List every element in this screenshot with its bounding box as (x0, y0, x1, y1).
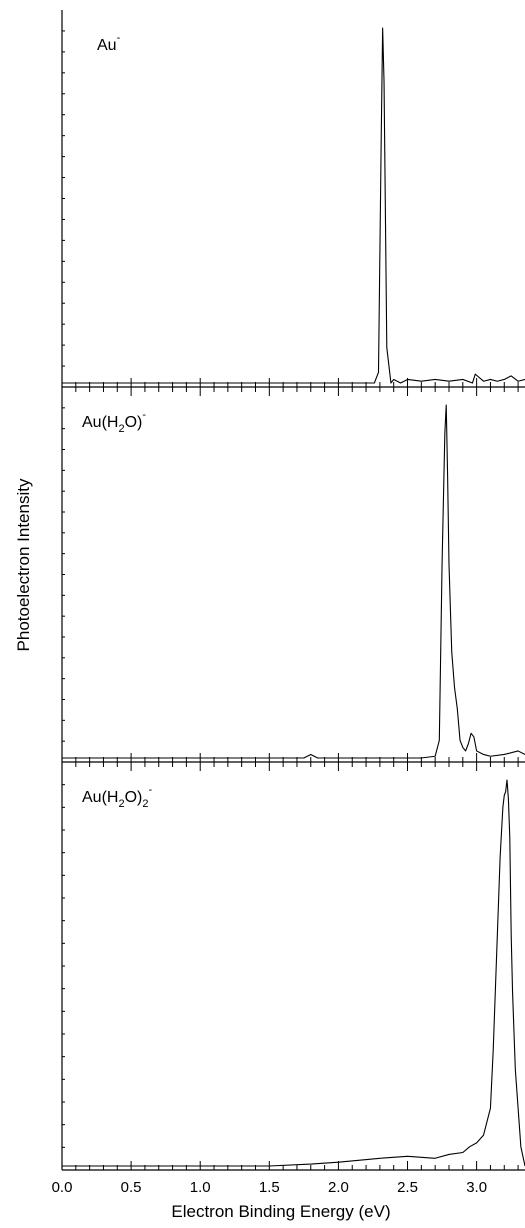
x-tick-labels: 0.0 0.5 1.0 1.5 2.0 2.5 3.0 (52, 1179, 487, 1196)
panel-label: Au(H2O)2- (82, 784, 152, 810)
x-tick-label: 0.5 (121, 1179, 142, 1196)
x-tick-label: 1.0 (190, 1179, 211, 1196)
panel-3: Au(H2O)2- (61, 762, 525, 1171)
x-tick-label: 3.0 (466, 1179, 487, 1196)
panel-label: Au- (97, 32, 121, 54)
spectrum-trace (62, 27, 525, 384)
spectrum-trace (62, 404, 525, 759)
panel-1: Au- (61, 10, 525, 396)
x-tick-label: 2.0 (328, 1179, 349, 1196)
x-tick-label: 1.5 (259, 1179, 280, 1196)
panel-2: Au(H2O)- (61, 387, 525, 771)
x-tick-label: 2.5 (397, 1179, 418, 1196)
x-tick-label: 0.0 (52, 1179, 73, 1196)
panel-label: Au(H2O)- (82, 409, 146, 435)
y-axis-title: Photoelectron Intensity (14, 478, 33, 651)
spectrum-trace (62, 779, 525, 1167)
x-axis-title: Electron Binding Energy (eV) (171, 1202, 390, 1221)
panels: Au- Au(H2O)- Au(H2O)2- (61, 10, 525, 1171)
